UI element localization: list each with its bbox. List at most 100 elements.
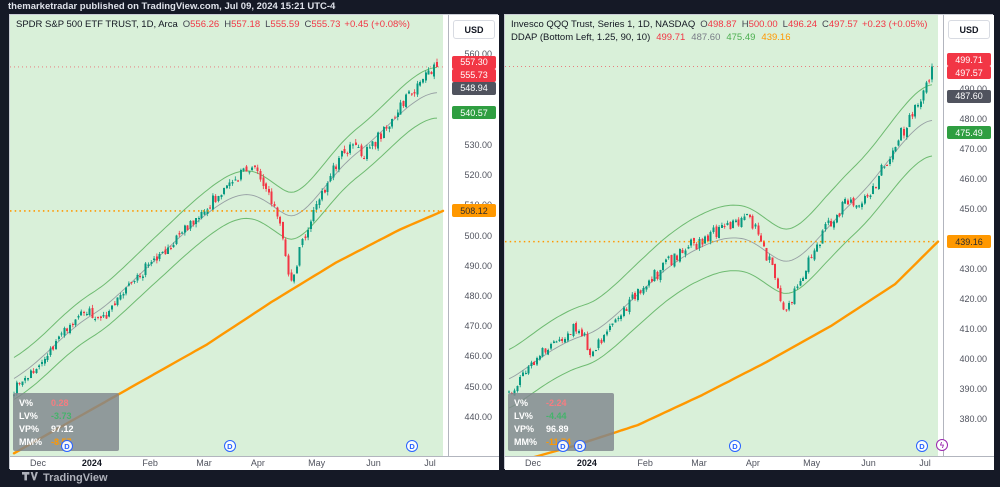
time-axis-label: Feb [637, 458, 653, 468]
indicator-value-anchor: 439.16 [761, 32, 791, 43]
attribution-bar: themarketradar published on TradingView.… [8, 1, 336, 12]
ohlc-close-value: 555.73 [311, 19, 341, 30]
price-label-chip: 508.12 [452, 204, 496, 218]
time-axis-label: Jun [366, 458, 381, 468]
dividend-marker[interactable]: D [406, 440, 419, 452]
axis-tick-label: 470.00 [464, 321, 492, 332]
candlestick-plot[interactable] [505, 15, 943, 456]
ohlc-open-value: 556.26 [190, 19, 220, 30]
axis-tick-label: 490.00 [959, 84, 987, 94]
indicator-value-upper: 499.71 [656, 32, 686, 43]
axis-tick-label: 460.00 [959, 174, 987, 185]
ohlc-close-label: C [304, 19, 312, 30]
chart-panel-spy: SPDR S&P 500 ETF TRUST, 1D, Arca O556.26 H… [9, 14, 499, 470]
axis-tick-label: 390.00 [959, 384, 987, 395]
dividend-marker[interactable]: D [223, 440, 236, 452]
axis-tick-label: 380.00 [959, 414, 987, 425]
chart-area[interactable]: Invesco QQQ Trust, Series 1, 1D, NASDAQ O… [505, 15, 948, 456]
dividend-marker[interactable]: D [556, 440, 569, 452]
indicator-value-mid: 487.60 [691, 32, 721, 43]
ohlc-open-value: 498.87 [707, 19, 737, 30]
price-label-chip: 540.57 [452, 106, 496, 120]
ohlc-high-value: 557.18 [231, 19, 261, 30]
price-axis[interactable]: USD 560.00550.00540.00530.00520.00510.00… [448, 15, 499, 456]
axis-tick-label: 560.00 [464, 49, 492, 60]
stats-row: LV% -3.73 [19, 410, 72, 421]
time-axis-label: Apr [745, 458, 760, 468]
ohlc-close-label: C [822, 19, 829, 30]
price-label-chip: 548.94 [452, 81, 496, 95]
lightning-icon[interactable]: ϟ [936, 439, 948, 451]
dividend-marker[interactable]: D [728, 440, 741, 452]
price-label-chip: 499.71 [947, 53, 991, 67]
ohlc-open-label: O [700, 19, 708, 30]
axis-tick-label: 460.00 [464, 351, 492, 362]
time-axis-label: Dec [525, 458, 542, 468]
axis-tick-label: 520.00 [464, 170, 492, 180]
dividend-marker[interactable]: D [915, 440, 928, 452]
axis-tick-label: 470.00 [959, 144, 987, 155]
time-axis[interactable]: Dec 2024 Feb Mar Apr May Jun Jul [10, 456, 499, 470]
chart-panel-qqq: Invesco QQQ Trust, Series 1, 1D, NASDAQ O… [504, 14, 994, 470]
axis-tick-label: 400.00 [959, 354, 987, 365]
price-label-chip: 487.60 [947, 89, 991, 103]
price-label-chip: 439.16 [947, 235, 991, 249]
price-label-chip: 557.30 [452, 55, 496, 69]
dividend-marker[interactable]: D [573, 440, 586, 452]
stats-row: VP% 97.12 [19, 423, 74, 434]
axis-tick-label: 430.00 [959, 264, 987, 275]
axis-tick-label: 450.00 [464, 381, 492, 392]
footer-bar: TradingView [0, 468, 1000, 487]
time-axis-label: Jul [919, 458, 931, 468]
axis-tick-label: 450.00 [959, 204, 987, 215]
ohlc-low-label: L [782, 19, 788, 30]
ohlc-change: +0.45 (+0.08%) [344, 19, 410, 30]
axis-tick-label: 480.00 [959, 114, 987, 125]
indicator-name[interactable]: DDAP (Bottom Left, 1.25, 90, 10) [511, 32, 651, 43]
price-label-chip: 497.57 [947, 66, 991, 80]
indicator-legend[interactable]: DDAP (Bottom Left, 1.25, 90, 10) 499.71 48… [511, 31, 927, 44]
stats-row: VP% 96.89 [514, 423, 569, 434]
chart-area[interactable]: SPDR S&P 500 ETF TRUST, 1D, Arca O556.26 H… [10, 15, 448, 456]
time-axis-label: Mar [196, 458, 212, 468]
time-axis-label: Jun [861, 458, 876, 468]
ohlc-low-label: L [265, 19, 271, 30]
time-axis-label: May [308, 458, 326, 468]
ohlc-high-value: 500.00 [748, 19, 778, 30]
axis-tick-label: 490.00 [464, 260, 492, 271]
ohlc-change: +0.23 (+0.05%) [861, 19, 928, 30]
symbol-legend[interactable]: Invesco QQQ Trust, Series 1, 1D, NASDAQ O… [511, 18, 927, 44]
currency-button[interactable]: USD [453, 20, 495, 39]
dividend-marker[interactable]: D [60, 440, 73, 452]
time-axis-label: May [803, 458, 821, 468]
symbol-title[interactable]: Invesco QQQ Trust, Series 1, 1D, NASDAQ [511, 19, 696, 30]
price-label-chip: 475.49 [947, 126, 991, 140]
time-axis-label: Feb [142, 458, 158, 468]
price-axis[interactable]: USD 500.00490.00480.00470.00460.00450.00… [943, 15, 994, 456]
ohlc-close-value: 497.57 [828, 19, 858, 30]
axis-tick-label: 480.00 [464, 290, 492, 301]
price-label-chip: 555.73 [452, 68, 496, 82]
stats-row: LV% -4.44 [514, 410, 567, 421]
axis-tick-label: 420.00 [959, 294, 987, 305]
tradingview-logo-icon [22, 472, 38, 483]
symbol-legend[interactable]: SPDR S&P 500 ETF TRUST, 1D, Arca O556.26 H… [16, 18, 410, 31]
ohlc-high-label: H [741, 19, 749, 30]
axis-tick-label: 440.00 [464, 411, 492, 422]
stats-row: V% 0.28 [19, 397, 69, 408]
symbol-title[interactable]: SPDR S&P 500 ETF TRUST, 1D, Arca [16, 19, 178, 30]
tradingview-logo[interactable]: TradingView [22, 472, 108, 484]
ohlc-low-value: 555.59 [270, 19, 300, 30]
time-axis-label: Dec [30, 458, 47, 468]
ohlc-low-value: 496.24 [787, 19, 818, 30]
indicator-value-lower: 475.49 [726, 32, 756, 43]
ohlc-open-label: O [182, 19, 191, 30]
currency-button[interactable]: USD [948, 20, 990, 39]
candlestick-plot[interactable] [10, 15, 448, 456]
tradingview-brand-text: TradingView [43, 471, 108, 484]
ohlc-high-label: H [224, 19, 232, 30]
time-axis-label: Apr [250, 458, 265, 468]
time-axis[interactable]: Dec 2024 Feb Mar Apr May Jun Jul [505, 456, 994, 470]
time-axis-label: 2024 [576, 458, 597, 468]
